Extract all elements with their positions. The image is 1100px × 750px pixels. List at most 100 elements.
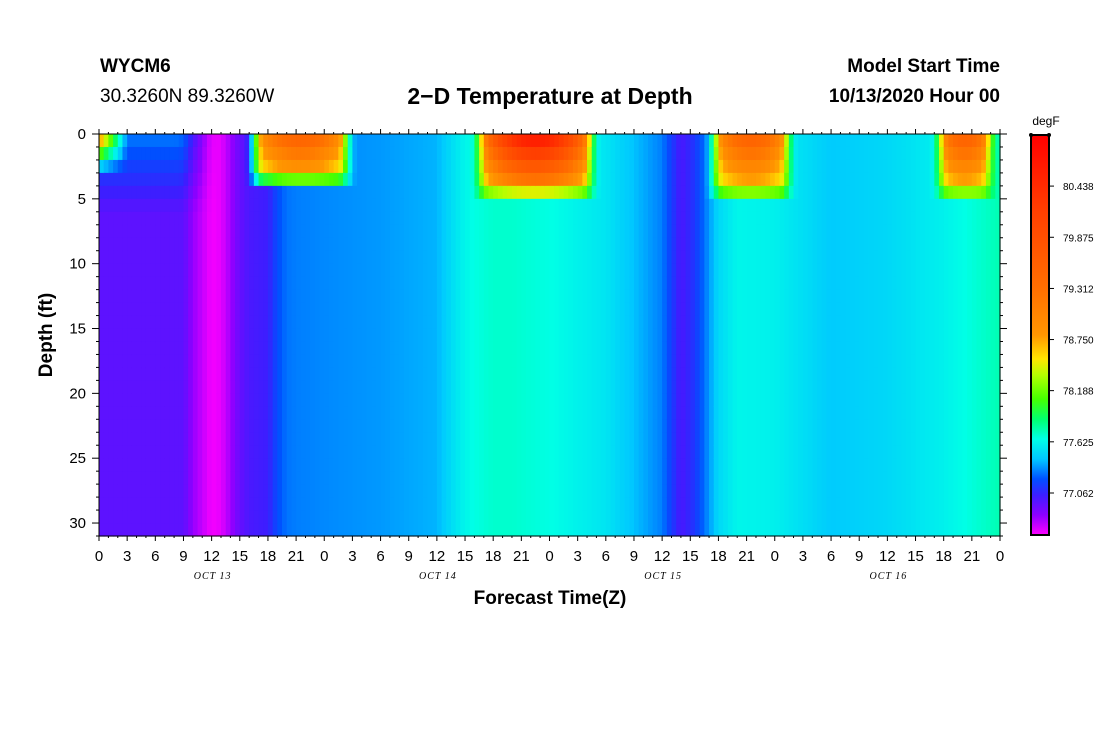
heat-cell bbox=[305, 198, 311, 213]
heat-cell bbox=[314, 302, 321, 317]
heat-cell bbox=[389, 380, 396, 394]
heat-cell bbox=[300, 471, 307, 485]
heat-cell bbox=[338, 497, 344, 511]
heat-cell bbox=[779, 263, 785, 278]
heat-cell bbox=[197, 315, 203, 330]
heat-cell bbox=[192, 224, 199, 239]
heat-cell bbox=[704, 471, 710, 485]
heat-cell bbox=[366, 185, 372, 200]
heat-cell bbox=[572, 224, 579, 239]
heat-cell bbox=[554, 445, 560, 459]
heat-cell bbox=[633, 159, 640, 174]
heat-cell bbox=[239, 159, 246, 174]
heat-cell bbox=[798, 134, 804, 148]
heat-cell bbox=[455, 523, 461, 537]
heat-cell bbox=[122, 497, 128, 511]
heat-cell bbox=[267, 484, 274, 498]
heat-cell bbox=[113, 523, 119, 537]
heat-cell bbox=[267, 354, 274, 369]
heat-cell bbox=[225, 276, 231, 291]
heat-cell bbox=[441, 185, 447, 200]
heat-cell bbox=[502, 458, 508, 472]
heat-cell bbox=[554, 497, 560, 511]
heat-cell bbox=[657, 328, 663, 343]
heat-cell bbox=[117, 237, 124, 252]
heat-cell bbox=[596, 134, 602, 148]
heat-cell bbox=[267, 497, 274, 511]
heat-cell bbox=[845, 276, 851, 291]
heat-cell bbox=[375, 250, 382, 265]
heat-cell bbox=[685, 328, 691, 343]
heat-cell bbox=[399, 315, 405, 330]
heat-cell bbox=[160, 367, 166, 381]
heat-cell bbox=[502, 393, 508, 407]
heat-cell bbox=[779, 523, 785, 537]
heat-cell bbox=[244, 263, 250, 278]
heat-cell bbox=[178, 185, 185, 200]
heat-cell bbox=[483, 198, 490, 213]
heat-cell bbox=[577, 185, 583, 200]
heat-cell bbox=[328, 406, 335, 420]
heat-cell bbox=[113, 510, 119, 524]
heat-cell bbox=[615, 328, 621, 343]
heat-cell bbox=[526, 341, 532, 356]
heat-cell bbox=[174, 367, 180, 381]
heat-cell bbox=[230, 432, 236, 446]
heat-cell bbox=[282, 146, 288, 161]
heat-cell bbox=[347, 419, 353, 433]
heat-cell bbox=[732, 497, 738, 511]
heat-cell bbox=[793, 367, 799, 381]
heat-cell bbox=[174, 146, 180, 161]
heat-cell bbox=[460, 419, 466, 433]
heat-cell bbox=[558, 263, 565, 278]
heat-cell bbox=[648, 328, 654, 343]
heat-cell bbox=[812, 367, 818, 381]
heat-cell bbox=[718, 432, 724, 446]
heat-cell bbox=[436, 198, 443, 213]
heat-cell bbox=[488, 224, 494, 239]
heat-cell bbox=[202, 146, 208, 161]
heat-cell bbox=[582, 471, 588, 485]
heat-cell bbox=[779, 406, 785, 420]
heat-cell bbox=[643, 250, 649, 265]
heat-cell bbox=[150, 367, 156, 381]
heat-cell bbox=[558, 276, 565, 291]
heat-cell bbox=[591, 380, 598, 394]
heat-cell bbox=[807, 341, 813, 356]
heat-cell bbox=[183, 354, 189, 369]
heat-cell bbox=[108, 315, 114, 330]
heat-cell bbox=[371, 172, 377, 187]
heat-cell bbox=[235, 224, 241, 239]
heat-cell bbox=[239, 302, 246, 317]
heat-cell bbox=[183, 211, 189, 226]
heat-cell bbox=[413, 406, 419, 420]
heat-cell bbox=[202, 302, 208, 317]
heat-cell bbox=[572, 289, 579, 304]
heat-cell bbox=[497, 367, 504, 381]
heat-cell bbox=[113, 276, 119, 291]
heat-cell bbox=[361, 419, 368, 433]
heat-cell bbox=[483, 315, 490, 330]
heat-cell bbox=[587, 289, 593, 304]
heat-cell bbox=[554, 367, 560, 381]
heat-cell bbox=[99, 289, 105, 304]
heat-cell bbox=[591, 250, 598, 265]
heat-cell bbox=[563, 406, 569, 420]
heat-cell bbox=[216, 497, 222, 511]
heat-cell bbox=[610, 302, 616, 317]
heat-cell bbox=[826, 432, 832, 446]
heat-cell bbox=[554, 458, 560, 472]
heat-cell bbox=[324, 458, 330, 472]
heat-cell bbox=[253, 380, 260, 394]
heat-cell bbox=[211, 159, 217, 174]
heat-cell bbox=[774, 302, 781, 317]
heat-cell bbox=[774, 432, 781, 446]
heat-cell bbox=[221, 146, 227, 161]
heat-cell bbox=[676, 445, 682, 459]
heat-cell bbox=[685, 471, 691, 485]
heat-cell bbox=[366, 471, 372, 485]
heat-cell bbox=[206, 471, 213, 485]
heat-cell bbox=[380, 406, 386, 420]
heat-cell bbox=[662, 224, 668, 239]
heat-cell bbox=[831, 302, 837, 317]
